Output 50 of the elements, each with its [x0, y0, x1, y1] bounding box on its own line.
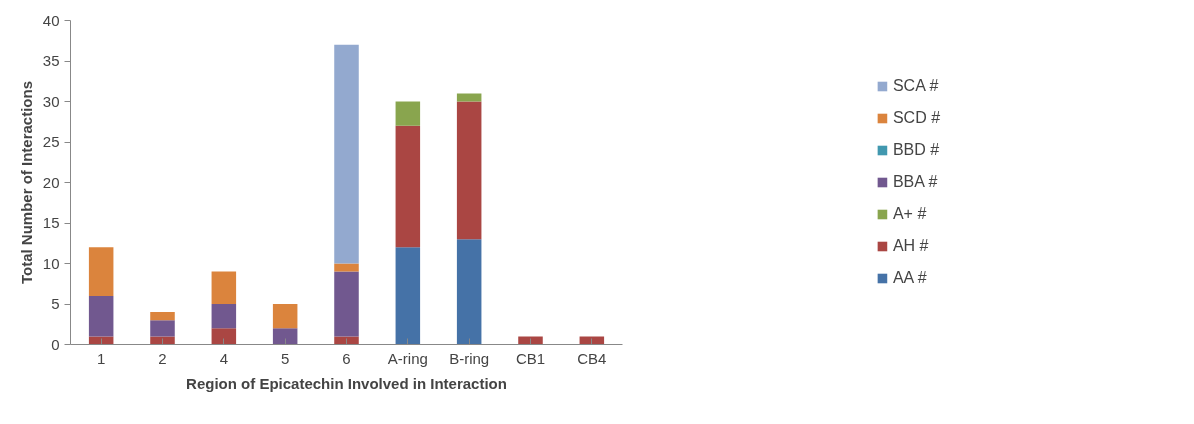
y-tick-label: 30 [42, 92, 60, 110]
y-tick-label: 35 [42, 52, 60, 69]
y-axis-title: Total Number of Interactions [17, 80, 35, 285]
x-tick-label: A-ring [387, 349, 428, 367]
x-tick-label: 4 [219, 349, 229, 367]
x-tick-label: 5 [281, 349, 290, 367]
y-tick-label: 5 [51, 295, 60, 312]
legend-label: SCA # [892, 77, 939, 95]
bar [334, 263, 359, 272]
bar [150, 336, 175, 345]
bar [150, 312, 175, 321]
y-tick-label: 25 [42, 133, 60, 150]
legend-label: SCD # [892, 109, 941, 127]
legend-label: AA # [892, 269, 927, 287]
bar [334, 44, 359, 264]
y-tick-label: 10 [42, 254, 60, 272]
bar [88, 336, 114, 345]
y-tick-label: 15 [42, 214, 60, 231]
bar [334, 271, 359, 337]
x-axis-title: Region of Epicatechin Involved in Interaction [186, 374, 507, 392]
bar [211, 271, 237, 304]
x-tick-label: CB4 [577, 349, 607, 367]
y-tick-label: 0 [51, 335, 60, 353]
bar [211, 304, 237, 329]
x-tick-label: 2 [158, 349, 167, 367]
bar [150, 320, 175, 337]
bar [456, 239, 482, 345]
bar [456, 101, 482, 240]
bar [395, 125, 421, 248]
bar [579, 336, 605, 345]
y-tick-label: 20 [42, 173, 60, 191]
legend-label: A+ # [892, 205, 927, 223]
bar [88, 295, 114, 337]
legend-label: AH # [892, 237, 929, 255]
bar [272, 304, 298, 329]
x-tick-label: CB1 [515, 349, 546, 367]
bar [518, 336, 543, 345]
legend-label: BBD # [892, 141, 940, 159]
bar [395, 101, 421, 126]
bar [88, 247, 114, 296]
bar [272, 328, 298, 345]
x-tick-label: 6 [342, 349, 351, 367]
x-tick-label: B-ring [449, 349, 490, 367]
legend-label: BBA # [892, 173, 938, 191]
bar [211, 328, 237, 345]
bar [334, 336, 359, 345]
y-tick-label: 40 [42, 11, 60, 29]
bar [395, 247, 421, 345]
bar [456, 93, 482, 102]
x-tick-label: 1 [97, 349, 106, 367]
